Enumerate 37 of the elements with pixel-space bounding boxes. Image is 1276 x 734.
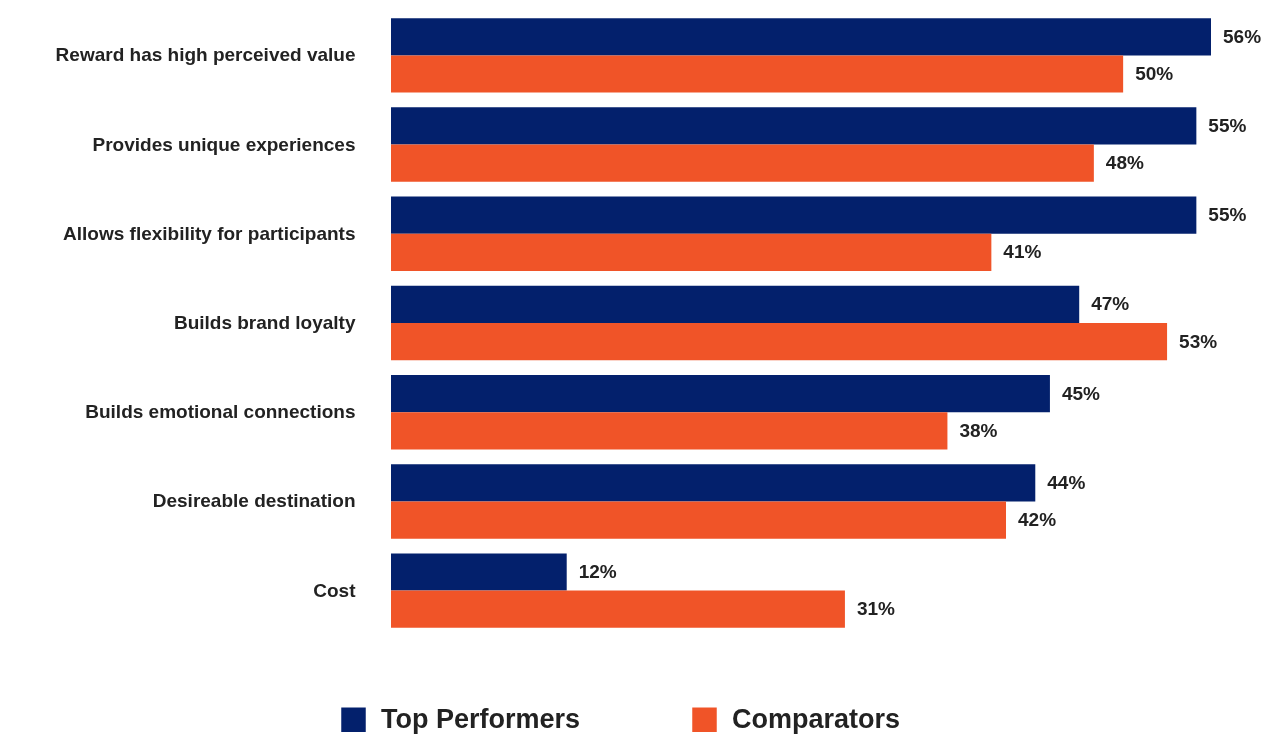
bar bbox=[391, 590, 845, 628]
data-label: 55% bbox=[1208, 114, 1247, 136]
bar bbox=[391, 323, 1168, 361]
data-label: 55% bbox=[1208, 204, 1247, 226]
bar bbox=[391, 553, 567, 591]
bar bbox=[391, 233, 992, 272]
bar bbox=[391, 412, 948, 450]
y-tick-label: Allows flexibility for participants bbox=[63, 222, 356, 244]
bar bbox=[391, 464, 1036, 502]
legend-label: Top Performers bbox=[381, 703, 581, 734]
y-tick-label: Reward has high perceived value bbox=[55, 44, 356, 66]
data-label: 50% bbox=[1135, 63, 1174, 84]
data-label: 12% bbox=[578, 561, 617, 582]
bar bbox=[391, 55, 1124, 93]
data-label: 56% bbox=[1223, 25, 1262, 47]
legend-label: Comparators bbox=[732, 703, 901, 734]
bar bbox=[391, 144, 1094, 182]
data-label: 48% bbox=[1105, 152, 1144, 174]
y-tick-label: Builds brand loyalty bbox=[173, 312, 356, 333]
y-tick-label: Desireable destination bbox=[152, 490, 356, 512]
bar bbox=[391, 501, 1006, 539]
data-label: 47% bbox=[1091, 293, 1130, 315]
bar bbox=[391, 196, 1197, 234]
data-label: 44% bbox=[1047, 471, 1086, 493]
data-label: 45% bbox=[1061, 382, 1101, 404]
bar bbox=[391, 285, 1080, 323]
data-label: 38% bbox=[959, 419, 998, 441]
y-tick-label: Cost bbox=[313, 579, 357, 601]
y-tick-label: Provides unique experiences bbox=[92, 133, 356, 155]
bar bbox=[391, 18, 1211, 56]
data-label: 42% bbox=[1018, 509, 1057, 531]
y-tick-label: Builds emotional connections bbox=[85, 401, 356, 423]
bar bbox=[391, 374, 1050, 413]
data-label: 41% bbox=[1003, 241, 1042, 263]
data-label: 31% bbox=[856, 598, 896, 620]
data-label: 53% bbox=[1179, 330, 1218, 352]
bar bbox=[391, 107, 1197, 145]
